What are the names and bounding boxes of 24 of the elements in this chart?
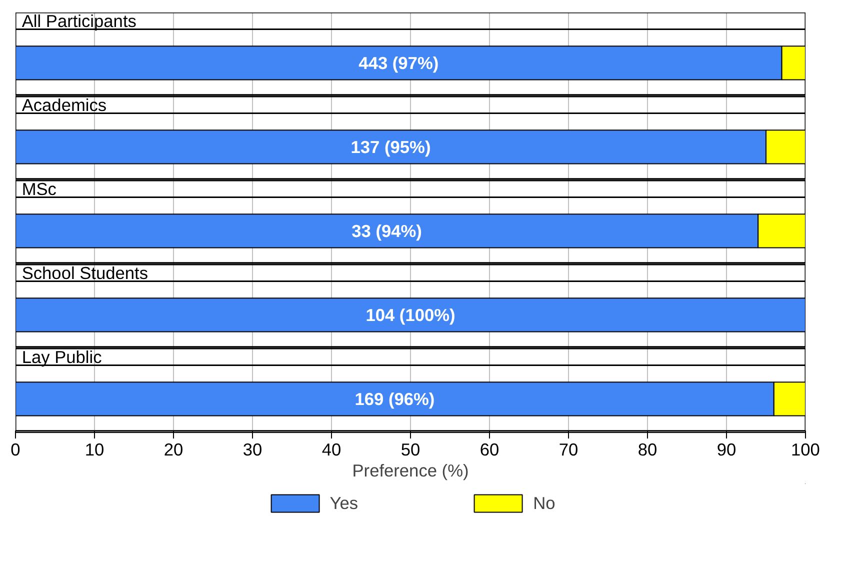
x-tick-label: 60 [480,440,500,460]
x-axis-title: Preference (%) [352,460,469,480]
data-label: 169 (96%) [354,388,435,409]
y-tick-label: MSc [22,178,57,199]
x-tick-label: 10 [84,440,104,460]
x-tick-label: 0 [10,440,20,460]
data-label: 443 (97%) [358,52,439,73]
legend-label: No [533,492,556,514]
x-tick-label: 50 [400,440,420,460]
data-label: 104 (100%) [366,304,456,325]
y-tick-label: Lay Public [22,346,102,367]
x-tick-label: 70 [558,440,578,460]
legend-label: Yes [330,492,358,514]
x-tick-label: 90 [716,440,736,460]
y-tick-label: School Students [22,262,148,283]
data-label: 137 (95%) [350,136,431,157]
x-tick-label: 40 [322,440,342,460]
x-tick-label: 100 [791,440,820,460]
x-tick-label: 80 [638,440,658,460]
data-label: 33 (94%) [352,220,422,241]
x-tick-label: 20 [164,440,184,460]
y-tick-label: Academics [22,94,107,115]
y-tick-label: All Participants [22,10,137,31]
x-tick-label: 30 [242,440,262,460]
